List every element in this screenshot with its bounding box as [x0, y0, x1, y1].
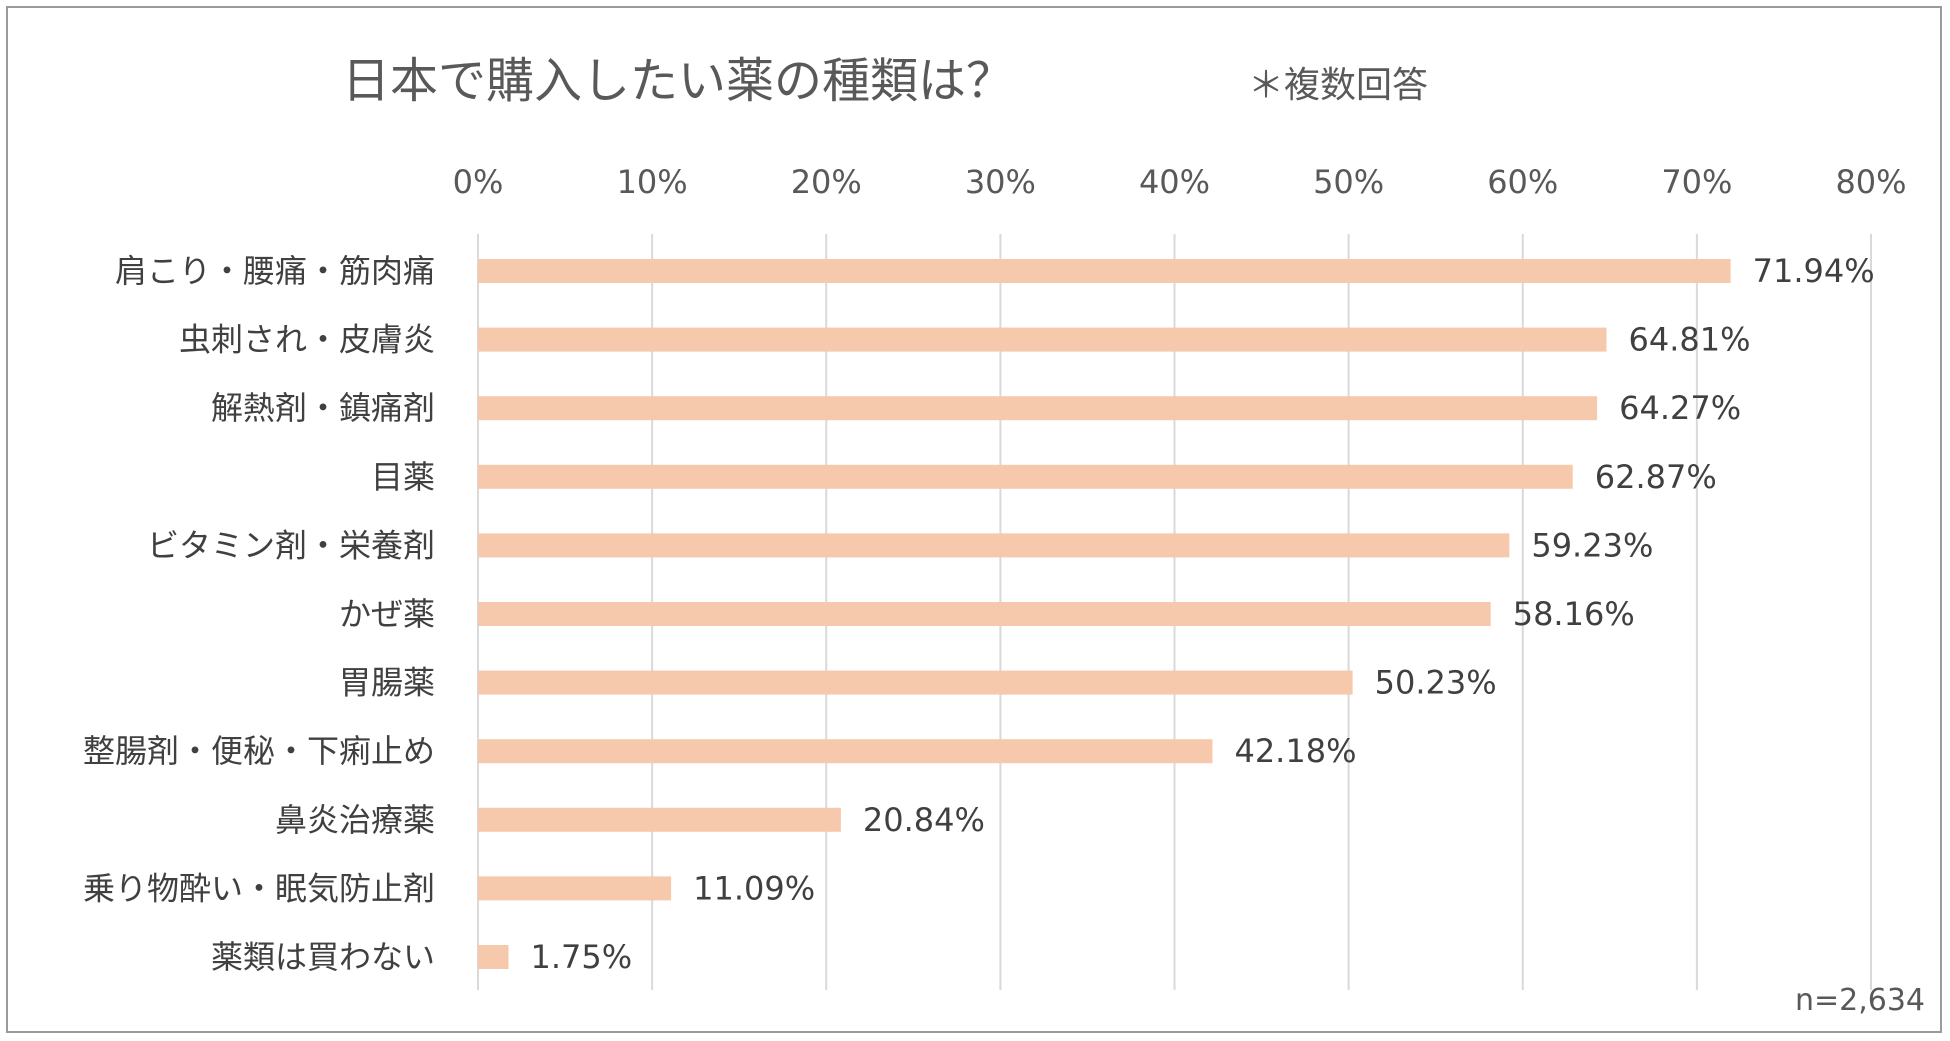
category-labels: 肩こり・腰痛・筋肉痛虫刺され・皮膚炎解熱剤・鎮痛剤目薬ビタミン剤・栄養剤かぜ薬胃…	[83, 252, 435, 976]
value-label: 59.23%	[1531, 526, 1653, 564]
value-label: 62.87%	[1595, 458, 1717, 496]
value-label: 71.94%	[1753, 252, 1875, 290]
bar	[478, 396, 1598, 421]
x-tick-label: 40%	[1139, 163, 1210, 201]
bars	[478, 259, 1731, 969]
bar	[478, 670, 1353, 695]
x-tick-label: 30%	[965, 163, 1036, 201]
bar	[478, 464, 1573, 489]
x-tick-label: 20%	[791, 163, 862, 201]
category-label: 目薬	[371, 458, 435, 496]
bar	[478, 533, 1510, 558]
bar	[478, 876, 672, 901]
bar	[478, 602, 1491, 626]
value-label: 64.27%	[1619, 389, 1741, 427]
value-label: 11.09%	[693, 869, 815, 907]
category-label: 整腸剤・便秘・下痢止め	[83, 732, 435, 770]
category-label: かぜ薬	[339, 595, 435, 633]
x-tick-label: 70%	[1661, 163, 1732, 201]
value-labels: 71.94%64.81% 64.27% 62.87% 59.23% 58.16% 50.2…	[530, 252, 1874, 976]
chart-subtitle: ＊複数回答	[1248, 65, 1428, 106]
value-label: 1.75%	[530, 938, 632, 976]
category-label: 肩こり・腰痛・筋肉痛	[115, 252, 435, 290]
bar	[478, 807, 841, 832]
chart-title: 日本で購入したい薬の種類は？	[342, 53, 1014, 109]
category-label: 乗り物酔い・眠気防止剤	[83, 869, 435, 907]
sample-size-note: n=2,634	[1795, 983, 1925, 1018]
value-label: 64.81%	[1629, 321, 1751, 359]
x-tick-label: 10%	[617, 163, 688, 201]
value-label: 42.18%	[1234, 732, 1356, 770]
value-label: 58.16%	[1513, 595, 1635, 633]
x-tick-label: 80%	[1835, 163, 1906, 201]
bar	[478, 259, 1731, 283]
value-label: 20.84%	[863, 801, 985, 839]
bar	[478, 945, 509, 969]
category-label: 鼻炎治療薬	[275, 801, 435, 839]
value-label: 50.23%	[1375, 664, 1497, 702]
category-label: 薬類は買わない	[211, 938, 435, 976]
x-tick-label: 0%	[453, 163, 504, 201]
bar	[478, 327, 1607, 352]
category-label: 解熱剤・鎮痛剤	[211, 389, 435, 427]
chart-frame	[6, 6, 1942, 1033]
x-tick-label: 50%	[1313, 163, 1384, 201]
category-label: 胃腸薬	[339, 664, 435, 702]
x-tick-label: 60%	[1487, 163, 1558, 201]
x-axis-ticks: 0% 10% 20% 30% 40% 50% 60% 70% 80%	[453, 163, 1907, 201]
category-label: 虫刺され・皮膚炎	[179, 321, 435, 359]
category-label: ビタミン剤・栄養剤	[147, 526, 435, 564]
bar	[478, 739, 1213, 764]
